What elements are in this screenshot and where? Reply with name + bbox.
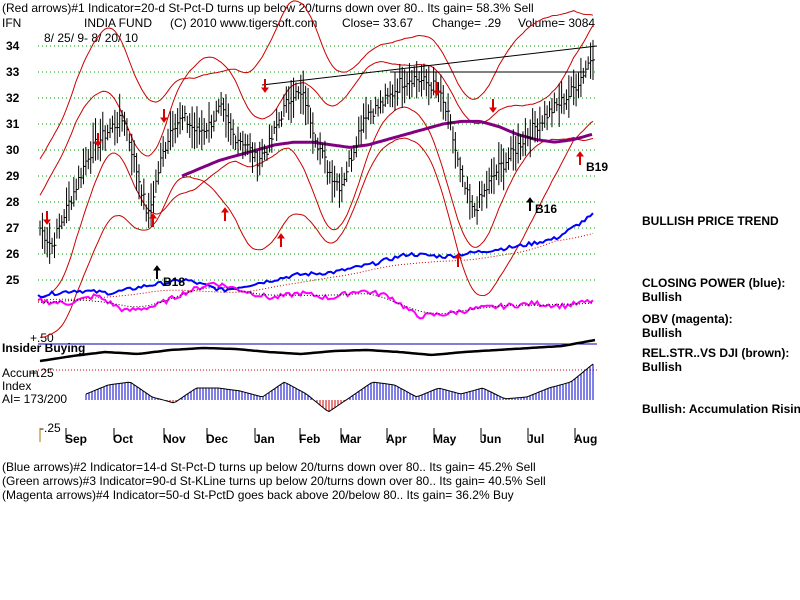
signal-arrow-head bbox=[160, 117, 168, 123]
rel-strength-value: Bullish bbox=[642, 360, 683, 374]
signal-arrow-head bbox=[43, 219, 51, 225]
y-tick-27: 27 bbox=[6, 221, 20, 235]
upper-trendline bbox=[261, 45, 598, 86]
upper-band-inner bbox=[39, 25, 594, 196]
signal-arrow-head bbox=[576, 151, 584, 157]
axes: 34 33 32 31 30 29 28 27 26 25 Sep Oct Nov Dec Jan Feb Ma… bbox=[6, 39, 597, 446]
chart-grid bbox=[38, 45, 597, 371]
signal-arrow-head bbox=[94, 141, 102, 147]
obv-line bbox=[37, 281, 594, 320]
x-tick-Feb: Feb bbox=[299, 432, 320, 446]
y-tick-30: 30 bbox=[6, 143, 20, 157]
signal-arrow-head bbox=[221, 207, 229, 213]
upper-band-outer bbox=[39, 0, 594, 160]
rel-strength-label: REL.STR..VS DJI (brown): bbox=[642, 346, 790, 360]
change-value: Change= .29 bbox=[432, 16, 502, 30]
x-tick-Aug: Aug bbox=[574, 432, 597, 446]
accum-label: Accum bbox=[2, 366, 39, 380]
lower-band-outer bbox=[40, 120, 594, 338]
obv-ma-line bbox=[37, 286, 594, 315]
closing-power-ma bbox=[37, 232, 594, 301]
signal-arrow-head bbox=[489, 107, 497, 113]
header-indicator-1: (Red arrows)#1 Indicator=20-d St-Pct-D t… bbox=[2, 1, 534, 15]
y-tick-33: 33 bbox=[6, 65, 20, 79]
signal-label-b18: B18 bbox=[163, 275, 185, 289]
relative-strength-line bbox=[39, 338, 596, 363]
signal-label-b19: B19 bbox=[586, 160, 608, 174]
x-tick-Oct: Oct bbox=[113, 432, 133, 446]
y-tick-25: 25 bbox=[6, 273, 20, 287]
accum-minus25: -.25 bbox=[40, 421, 61, 435]
closing-power-line bbox=[37, 212, 594, 299]
accum-plus50: +.50 bbox=[30, 331, 54, 345]
close-value: Close= 33.67 bbox=[342, 16, 414, 30]
signal-arrow-head bbox=[277, 233, 285, 239]
x-tick-Nov: Nov bbox=[163, 432, 186, 446]
lower-band-inner bbox=[39, 106, 594, 299]
y-tick-28: 28 bbox=[6, 195, 20, 209]
y-tick-31: 31 bbox=[6, 117, 20, 131]
y-tick-26: 26 bbox=[6, 247, 20, 261]
signal-arrow-b16-head bbox=[526, 197, 534, 203]
signal-arrow-b18-head bbox=[153, 265, 161, 271]
accum-histogram bbox=[39, 338, 596, 413]
signal-arrow-head bbox=[149, 213, 157, 219]
obv-value: Bullish bbox=[642, 326, 683, 340]
x-tick-Jul: Jul bbox=[527, 432, 544, 446]
signal-label-b16: B16 bbox=[535, 202, 557, 216]
x-tick-May: May bbox=[433, 432, 457, 446]
signal-markers: B18 B16 B19 bbox=[43, 79, 608, 289]
index-label: Index bbox=[2, 379, 32, 393]
footer-indicator-3: (Green arrows)#3 Indicator=90-d St-KLine… bbox=[2, 474, 546, 488]
trend-verdict: BULLISH PRICE TREND bbox=[642, 214, 779, 228]
closing-power-value: Bullish bbox=[642, 290, 683, 304]
y-tick-34: 34 bbox=[6, 39, 20, 53]
y-tick-32: 32 bbox=[6, 91, 20, 105]
signal-arrow-head bbox=[433, 90, 441, 96]
y-tick-29: 29 bbox=[6, 169, 20, 183]
ai-score: AI= 173/200 bbox=[2, 392, 68, 406]
signal-arrow-head bbox=[454, 253, 462, 259]
price-bars bbox=[39, 39, 595, 264]
accum-line bbox=[85, 363, 594, 413]
x-tick-Jun: Jun bbox=[480, 432, 501, 446]
x-tick-Sep: Sep bbox=[65, 432, 87, 446]
volume-value: Volume= 3084 bbox=[518, 16, 596, 30]
x-tick-Jan: Jan bbox=[254, 432, 275, 446]
closing-power-label: CLOSING POWER (blue): bbox=[642, 276, 786, 290]
signal-arrow-head bbox=[261, 87, 269, 93]
symbol: IFN bbox=[2, 16, 22, 30]
date-range: 8/ 25/ 9- 8/ 20/ 10 bbox=[44, 31, 139, 45]
obv-label: OBV (magenta): bbox=[642, 312, 733, 326]
footer-indicator-4: (Magenta arrows)#4 Indicator=50-d St-Pct… bbox=[2, 488, 514, 502]
x-tick-Mar: Mar bbox=[340, 432, 362, 446]
accumulation-verdict: Bullish: Accumulation Rising bbox=[642, 402, 800, 416]
footer-indicator-2: (Blue arrows)#2 Indicator=14-d St-Pct-D … bbox=[2, 460, 536, 474]
x-tick-Apr: Apr bbox=[386, 432, 407, 446]
x-tick-Dec: Dec bbox=[206, 432, 228, 446]
fund-name: INDIA FUND bbox=[84, 16, 153, 30]
